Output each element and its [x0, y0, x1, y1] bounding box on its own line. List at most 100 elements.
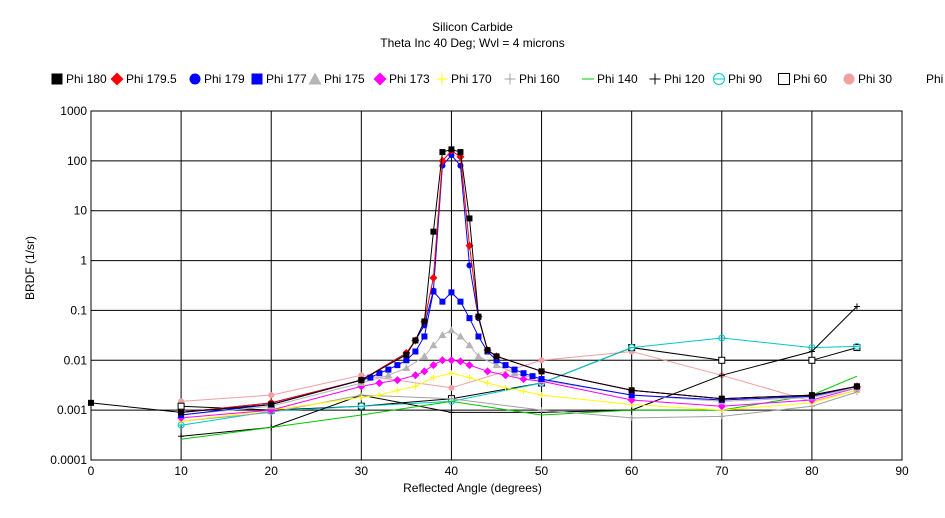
- legend-item-phi-173: Phi 173: [373, 72, 430, 86]
- data-point-phi-160: [448, 395, 455, 402]
- data-point-phi-175: [510, 369, 519, 377]
- legend-label: Phi 179: [204, 72, 245, 86]
- legend-item-phi-60: Phi 60: [777, 72, 827, 86]
- data-point-phi-180: [808, 392, 815, 399]
- legend-label: Phi 177: [266, 72, 307, 86]
- data-point-phi-180: [466, 215, 473, 222]
- legend-label: Phi 170: [451, 72, 492, 86]
- x-tick-label: 80: [805, 464, 819, 478]
- data-point-phi-120: [853, 303, 860, 310]
- data-point-phi-177: [421, 333, 428, 340]
- x-tick-label: 0: [88, 464, 95, 478]
- data-point-phi-160: [628, 414, 635, 421]
- data-point-phi-175: [456, 332, 465, 340]
- data-point-phi-180: [403, 351, 410, 358]
- data-point-phi-173: [429, 361, 438, 370]
- data-point-phi-177: [403, 357, 410, 364]
- legend-item-phi-175: Phi 175: [308, 72, 365, 86]
- data-point-phi-170: [502, 384, 509, 391]
- data-point-phi-177: [628, 392, 635, 399]
- data-point-phi-175: [402, 364, 411, 372]
- data-point-phi-60: [718, 356, 726, 364]
- data-point-phi-173: [411, 371, 420, 380]
- data-point-phi-170: [448, 370, 455, 377]
- legend-swatch: [777, 72, 791, 86]
- data-point-phi-173: [519, 375, 528, 384]
- data-point-phi-177: [394, 362, 401, 369]
- data-point-phi-179: [448, 152, 455, 159]
- data-point-phi-175: [492, 361, 501, 369]
- data-point-phi-177: [502, 362, 509, 369]
- y-tick-label: 100: [67, 154, 87, 168]
- data-point-phi-175: [465, 341, 474, 349]
- data-point-phi-177: [466, 315, 473, 322]
- legend-swatch: [373, 72, 387, 86]
- data-point-phi-175: [474, 352, 483, 360]
- data-point-phi-173: [456, 357, 465, 366]
- data-point-phi-177: [385, 366, 392, 373]
- chart-title: Silicon Carbide: [432, 20, 513, 34]
- data-point-phi-30: [358, 372, 365, 379]
- data-point-phi-180: [178, 409, 185, 416]
- legend-item-phi-180: Phi 180: [50, 72, 107, 86]
- y-tick-label: 1: [80, 254, 87, 268]
- data-point-phi-177: [376, 370, 383, 377]
- x-tick-label: 10: [174, 464, 188, 478]
- data-point-phi-60: [808, 356, 816, 364]
- legend-swatch: [188, 72, 202, 86]
- data-point-phi-179: [430, 287, 437, 294]
- x-tick-label: 90: [895, 464, 909, 478]
- data-point-phi-180: [718, 395, 725, 402]
- data-point-phi-177: [520, 370, 527, 377]
- data-point-phi-177: [367, 374, 374, 381]
- data-point-phi-170: [358, 394, 365, 401]
- data-point-phi-179-5: [438, 156, 447, 165]
- data-point-phi-120: [808, 348, 815, 355]
- data-point-phi-90: [853, 342, 861, 350]
- y-tick-label: 0.0001: [50, 453, 87, 467]
- data-point-phi-173: [393, 376, 402, 385]
- y-tick-label: 0.1: [70, 303, 87, 317]
- x-tick-label: 50: [535, 464, 549, 478]
- data-point-phi-180: [475, 313, 482, 320]
- data-point-phi-170: [538, 392, 545, 399]
- legend-swatch: [910, 72, 924, 86]
- plot-frame: [90, 110, 903, 461]
- data-point-phi-177: [511, 366, 518, 373]
- data-point-phi-177: [529, 373, 536, 380]
- legend-item-phi-0: Phi 0: [910, 72, 945, 86]
- legend-label: Phi 180: [66, 72, 107, 86]
- legend-item-phi-140: Phi 140: [581, 72, 638, 86]
- legend-swatch: [648, 72, 662, 86]
- legend-item-phi-120: Phi 120: [648, 72, 705, 86]
- data-point-phi-160: [718, 413, 725, 420]
- legend-label: Phi 60: [793, 72, 828, 86]
- data-point-phi-180: [439, 149, 446, 156]
- data-point-phi-30: [538, 357, 545, 364]
- data-point-phi-170: [430, 374, 437, 381]
- legend-swatch: [503, 72, 517, 86]
- legend-label: Phi 30: [858, 72, 893, 86]
- legend-item-phi-30: Phi 30: [842, 72, 892, 86]
- data-point-phi-180: [412, 337, 419, 344]
- data-point-phi-173: [483, 367, 492, 376]
- data-point-phi-180: [484, 347, 491, 354]
- data-point-phi-180: [538, 368, 545, 375]
- legend-swatch: [435, 72, 449, 86]
- data-point-phi-173: [420, 367, 429, 376]
- data-point-phi-175: [420, 352, 429, 360]
- data-point-phi-90: [357, 402, 365, 410]
- y-tick-label: 0.01: [64, 353, 88, 367]
- data-point-phi-175: [447, 326, 456, 334]
- data-point-phi-120: [448, 409, 455, 416]
- data-point-phi-179: [466, 262, 473, 269]
- legend-swatch: [581, 72, 595, 86]
- y-axis-label: BRDF (1/sr): [23, 236, 37, 300]
- data-point-phi-173: [465, 361, 474, 370]
- data-point-phi-180: [628, 387, 635, 394]
- legend-label: Phi 179.5: [126, 72, 177, 86]
- x-tick-label: 40: [445, 464, 459, 478]
- legend-swatch: [308, 72, 322, 86]
- x-tick-label: 60: [625, 464, 639, 478]
